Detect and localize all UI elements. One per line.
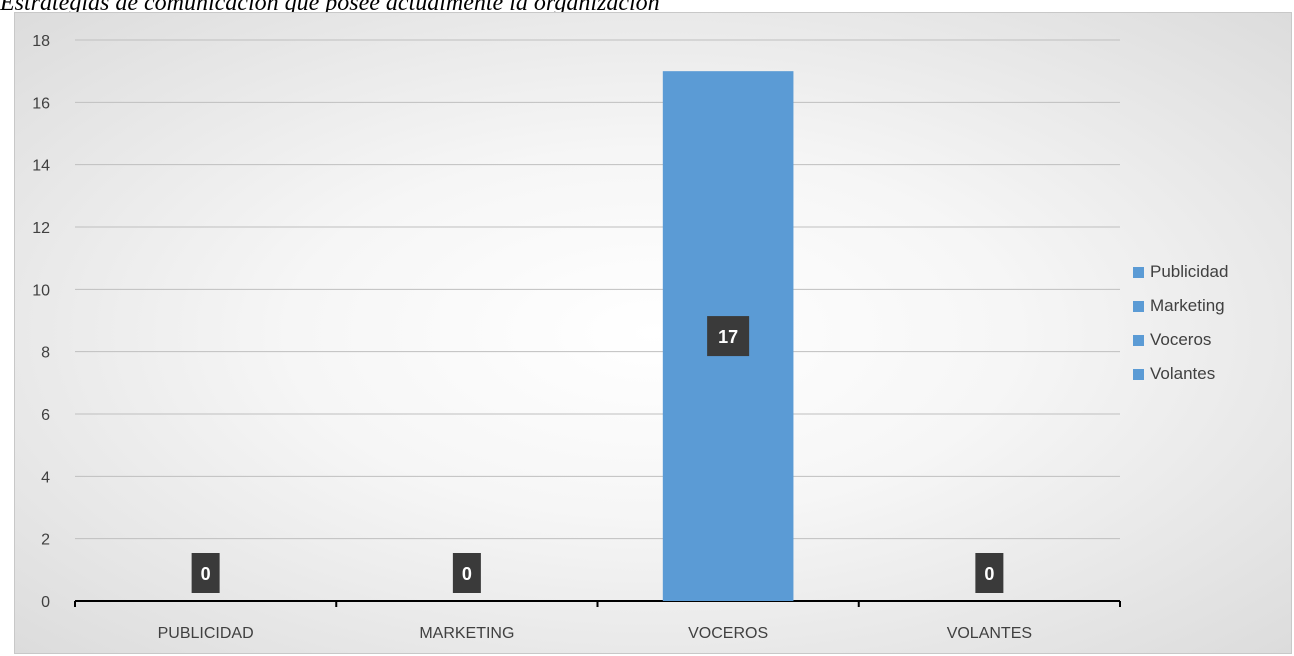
legend-swatch (1133, 266, 1144, 278)
y-tick-label: 16 (32, 95, 50, 112)
legend-item: Volantes (1133, 357, 1228, 391)
legend-label: Volantes (1150, 364, 1216, 383)
data-label: 0 (201, 564, 211, 584)
y-tick-label: 12 (32, 220, 50, 237)
y-tick-label: 4 (41, 469, 50, 486)
x-tick-label: VOCEROS (688, 625, 768, 642)
data-label: 0 (462, 564, 472, 584)
data-label-box (191, 553, 220, 593)
y-tick-label: 10 (32, 282, 50, 299)
x-tick-label: VOLANTES (947, 625, 1032, 642)
legend-label: Publicidad (1150, 262, 1229, 281)
y-tick-label: 0 (41, 594, 50, 611)
legend-swatch (1133, 368, 1144, 380)
x-tick-label: MARKETING (419, 625, 514, 642)
y-tick-label: 18 (32, 33, 50, 50)
y-tick-label: 14 (32, 158, 50, 175)
legend-label: Marketing (1150, 296, 1225, 315)
chart-area (14, 12, 1292, 654)
data-label: 0 (984, 564, 994, 584)
data-label-box (975, 553, 1004, 593)
data-label: 17 (718, 327, 738, 347)
legend-label: Voceros (1150, 330, 1212, 349)
legend-item: Marketing (1133, 289, 1228, 323)
legend-item: Voceros (1133, 323, 1228, 357)
legend-swatch (1133, 334, 1144, 346)
y-tick-label: 8 (41, 345, 50, 362)
legend-item: Publicidad (1133, 255, 1228, 289)
x-tick-label: PUBLICIDAD (158, 625, 254, 642)
data-label-box (452, 553, 481, 593)
y-tick-label: 6 (41, 407, 50, 424)
y-tick-label: 2 (41, 532, 50, 549)
data-label-box (707, 316, 750, 357)
legend-swatch (1133, 300, 1144, 312)
legend: Publicidad Marketing Voceros Volantes (1133, 255, 1228, 391)
